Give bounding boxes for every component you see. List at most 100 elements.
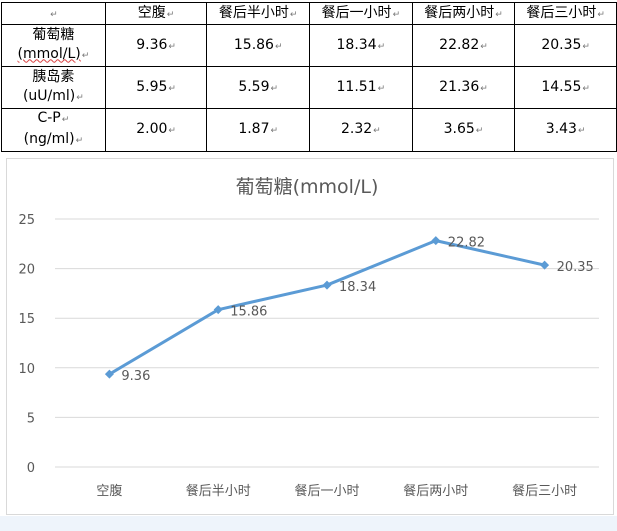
line-chart: 葡萄糖(mmol/L) 0 5 10 15 20 25 空腹 餐后半小时 餐后一小时 餐后两小时… [18, 176, 599, 499]
table-cell: 3.65↵ [411, 108, 516, 152]
paragraph-mark: ↵ [166, 9, 175, 20]
chart-frame: 葡萄糖(mmol/L) 0 5 10 15 20 25 空腹 餐后半小时 餐后一小时 餐后两小时… [6, 158, 614, 515]
data-labels: 9.36 15.86 18.34 22.82 20.35 [121, 236, 593, 385]
table-cell: 2.00↵ [104, 108, 208, 152]
paragraph-mark: ↵ [495, 9, 503, 20]
table-cell: 11.51↵ [309, 66, 413, 109]
table-cell: 5.95↵ [104, 66, 208, 109]
table-cell: 22.82↵ [411, 24, 516, 67]
x-tick-label: 餐后半小时 [186, 483, 251, 499]
table-corner-cell: ↵ [1, 2, 106, 25]
data-label: 15.86 [230, 305, 267, 320]
table-cell: 2.32↵ [309, 108, 413, 152]
x-axis-ticks: 空腹 餐后半小时 餐后一小时 餐后两小时 餐后三小时 [96, 483, 577, 499]
cell-value: 22.82 [439, 36, 480, 53]
row-header-name: C-P [37, 110, 61, 126]
table-row: 胰岛素 (uU/ml)↵ 5.95↵ 5.59↵ 11.51↵ 21.36↵ 14… [1, 66, 617, 109]
row-header-unit: (mmol/L) [17, 45, 81, 62]
cell-value: 2.32 [340, 121, 373, 137]
table-cell: 1.87↵ [206, 108, 311, 152]
table-row: 葡萄糖 (mmol/L)↵ 9.36↵ 15.86↵ 18.34↵ 22.82↵ … [1, 24, 617, 67]
table-cell: 3.43↵ [514, 108, 617, 152]
table-cell: 21.36↵ [411, 66, 516, 109]
data-point [213, 305, 223, 315]
y-tick-label: 10 [18, 362, 35, 377]
paragraph-mark: ↵ [61, 115, 70, 125]
bottom-strip [0, 516, 617, 531]
y-axis-ticks: 0 5 10 15 20 25 [18, 213, 35, 476]
data-label: 20.35 [557, 260, 594, 275]
column-header-label: 空腹 [137, 4, 166, 21]
column-header-label: 餐后一小时 [321, 4, 392, 21]
data-point [431, 236, 441, 246]
data-point [540, 260, 550, 270]
chart-panel: 葡萄糖(mmol/L) 0 5 10 15 20 25 空腹 餐后半小时 餐后一小时 餐后两小时… [0, 158, 617, 531]
paragraph-mark: ↵ [270, 83, 279, 94]
row-header: 葡萄糖 (mmol/L)↵ [1, 24, 106, 67]
paragraph-mark: ↵ [168, 41, 176, 52]
cell-value: 11.51 [336, 78, 377, 95]
paragraph-mark: ↵ [274, 41, 283, 52]
cell-value: 1.87 [238, 121, 270, 137]
cell-value: 5.95 [136, 78, 168, 95]
x-tick-label: 餐后三小时 [512, 483, 577, 499]
paragraph-mark: ↵ [75, 136, 84, 146]
column-header: 空腹↵ [104, 2, 208, 25]
table-row: C-P↵ (ng/ml)↵ 2.00↵ 1.87↵ 2.32↵ 3.65↵ 3.4… [1, 108, 617, 152]
x-tick-label: 餐后一小时 [294, 483, 359, 499]
column-header: 餐后半小时↵ [206, 2, 311, 25]
cell-value: 21.36 [439, 78, 480, 95]
column-header-label: 餐后三小时 [526, 4, 597, 21]
series-line-layer [104, 236, 550, 379]
cell-value: 5.59 [238, 78, 270, 95]
table-cell: 14.55↵ [514, 66, 617, 109]
column-header-label: 餐后两小时 [424, 4, 495, 21]
cell-value: 3.43 [545, 121, 577, 137]
table-cell: 20.35↵ [514, 24, 617, 67]
gridlines [55, 218, 599, 468]
data-label: 18.34 [339, 280, 376, 295]
paragraph-mark: ↵ [168, 126, 176, 136]
row-header-name: 葡萄糖 [32, 26, 75, 43]
data-point [322, 280, 332, 290]
row-header: 胰岛素 (uU/ml)↵ [1, 66, 106, 109]
paragraph-mark: ↵ [76, 92, 84, 103]
series-line [108, 239, 545, 376]
data-point [104, 369, 114, 379]
table-cell: 18.34↵ [309, 24, 413, 67]
row-header-name: 胰岛素 [32, 68, 75, 85]
paragraph-mark: ↵ [377, 41, 386, 52]
cell-value: 14.55 [541, 78, 582, 95]
y-tick-label: 5 [27, 411, 35, 426]
y-tick-label: 20 [18, 263, 35, 278]
row-header-unit: (uU/ml) [22, 87, 76, 104]
cell-value: 18.34 [336, 36, 377, 53]
table-cell: 5.59↵ [206, 66, 311, 109]
cell-value: 20.35 [541, 36, 582, 53]
y-tick-label: 15 [18, 312, 35, 327]
paragraph-mark: ↵ [81, 50, 90, 61]
column-header: 餐后两小时↵ [411, 2, 516, 25]
x-tick-label: 餐后两小时 [403, 483, 468, 499]
table-cell: 9.36↵ [104, 24, 208, 67]
table-header-row: ↵ 空腹↵ 餐后半小时↵ 餐后一小时↵ 餐后两小时↵ 餐后三小时↵ [1, 2, 617, 25]
data-table: ↵ 空腹↵ 餐后半小时↵ 餐后一小时↵ 餐后两小时↵ 餐后三小时↵ 葡萄糖 (mm… [1, 2, 617, 152]
cell-value: 2.00 [136, 121, 168, 137]
cell-value: 15.86 [233, 36, 274, 53]
paragraph-mark: ↵ [289, 9, 298, 20]
data-label: 9.36 [121, 369, 150, 384]
chart-title: 葡萄糖(mmol/L) [236, 176, 379, 198]
paragraph-mark: ↵ [582, 83, 590, 94]
paragraph-mark: ↵ [392, 9, 401, 20]
paragraph-mark: ↵ [577, 126, 586, 136]
table-cell: 15.86↵ [206, 24, 311, 67]
paragraph-mark: ↵ [597, 9, 605, 20]
row-header-unit: (ng/ml) [23, 131, 75, 147]
paragraph-mark: ↵ [373, 126, 381, 136]
cell-value: 3.65 [443, 121, 475, 137]
paragraph-mark: ↵ [168, 83, 176, 94]
cell-value: 9.36 [136, 36, 168, 53]
data-label: 22.82 [448, 236, 485, 251]
y-tick-label: 0 [27, 461, 35, 476]
y-tick-label: 25 [18, 213, 35, 228]
